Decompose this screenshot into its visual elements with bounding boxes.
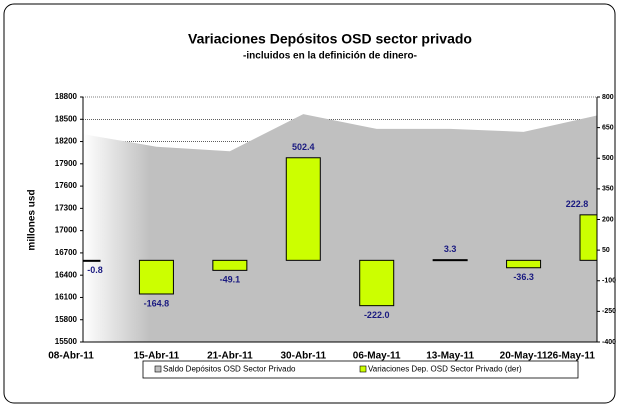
data-label: 502.4 [292,142,315,152]
data-label: -0.8 [87,265,103,275]
data-label: 3.3 [444,244,457,254]
y-tick-label: 17300 [55,203,78,212]
y2-tick-label: 650 [602,124,614,131]
data-label: -49.1 [220,275,241,285]
y2-tick-label: 200 [602,216,614,223]
data-label: -36.3 [513,272,534,282]
data-label: -222.0 [364,310,390,320]
y-tick-label: 16700 [55,248,78,257]
y-tick-label: 18500 [55,114,78,123]
y2-tick-label: -250 [602,308,616,315]
y2-tick-label: -400 [602,339,616,346]
x-tick-label: 30-Abr-11 [280,351,326,362]
bar [506,259,542,269]
x-tick-label: 13-May-11 [426,351,474,362]
bar [285,157,321,261]
area [83,114,597,342]
legend-label: Variaciones Dep. OSD Sector Privado (der… [368,365,522,374]
bar [579,214,597,261]
y-axis-label: millones usd [27,189,38,250]
y-tick-label: 15500 [55,337,78,346]
legend-swatch [154,365,162,373]
bar [432,259,468,262]
bar [138,259,174,295]
bar [83,259,101,262]
x-tick-label: 21-Abr-11 [207,351,253,362]
legend-swatch [359,365,367,373]
y-tick-label: 18800 [55,92,78,101]
y2-tick-label: 500 [602,155,614,162]
y2-tick-label: 350 [602,186,614,193]
y-tick-label: 17000 [55,226,78,235]
bar [359,259,395,307]
y-tick-label: 15800 [55,315,78,324]
x-tick-label: 15-Abr-11 [134,351,180,362]
x-tick-label: 26-May-11 [547,351,595,362]
y-tick-label: 17900 [55,159,78,168]
bar [212,259,248,271]
chart-subtitle: -incluidos en la definición de dinero- [243,51,417,62]
y2-tick-label: -100 [602,278,616,285]
y-tick-label: 16400 [55,270,78,279]
data-label: 222.8 [566,199,589,209]
y2-tick-label: 800 [602,94,614,101]
x-tick-label: 08-Abr-11 [48,351,94,362]
y-tick-label: 16100 [55,293,78,302]
y-tick-label: 17600 [55,181,78,190]
y2-tick-label: 50 [602,247,610,254]
data-label: -164.8 [144,298,170,308]
x-tick-label: 06-May-11 [353,351,401,362]
chart-title: Variaciones Depósitos OSD sector privado [188,31,472,47]
legend-label: Saldo Depósitos OSD Sector Privado [163,365,296,374]
x-tick-label: 20-May-11 [500,351,548,362]
y-tick-label: 18200 [55,137,78,146]
